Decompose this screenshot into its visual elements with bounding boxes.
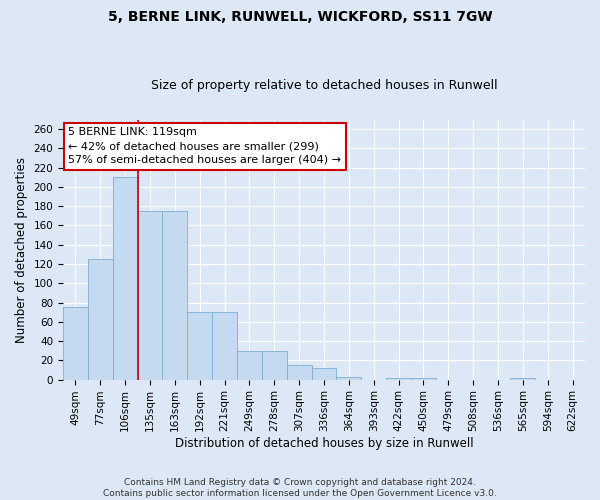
- Bar: [212, 312, 237, 380]
- Bar: [287, 365, 311, 380]
- Text: 5, BERNE LINK, RUNWELL, WICKFORD, SS11 7GW: 5, BERNE LINK, RUNWELL, WICKFORD, SS11 7…: [107, 10, 493, 24]
- Bar: [163, 211, 187, 380]
- Bar: [113, 178, 137, 380]
- X-axis label: Distribution of detached houses by size in Runwell: Distribution of detached houses by size …: [175, 437, 473, 450]
- Bar: [511, 378, 535, 380]
- Bar: [411, 378, 436, 380]
- Bar: [63, 308, 88, 380]
- Text: Contains HM Land Registry data © Crown copyright and database right 2024.
Contai: Contains HM Land Registry data © Crown c…: [103, 478, 497, 498]
- Bar: [237, 350, 262, 380]
- Title: Size of property relative to detached houses in Runwell: Size of property relative to detached ho…: [151, 79, 497, 92]
- Bar: [262, 350, 287, 380]
- Bar: [187, 312, 212, 380]
- Bar: [386, 378, 411, 380]
- Bar: [311, 368, 337, 380]
- Text: 5 BERNE LINK: 119sqm
← 42% of detached houses are smaller (299)
57% of semi-deta: 5 BERNE LINK: 119sqm ← 42% of detached h…: [68, 128, 341, 166]
- Bar: [337, 376, 361, 380]
- Bar: [137, 211, 163, 380]
- Y-axis label: Number of detached properties: Number of detached properties: [15, 156, 28, 342]
- Bar: [88, 259, 113, 380]
